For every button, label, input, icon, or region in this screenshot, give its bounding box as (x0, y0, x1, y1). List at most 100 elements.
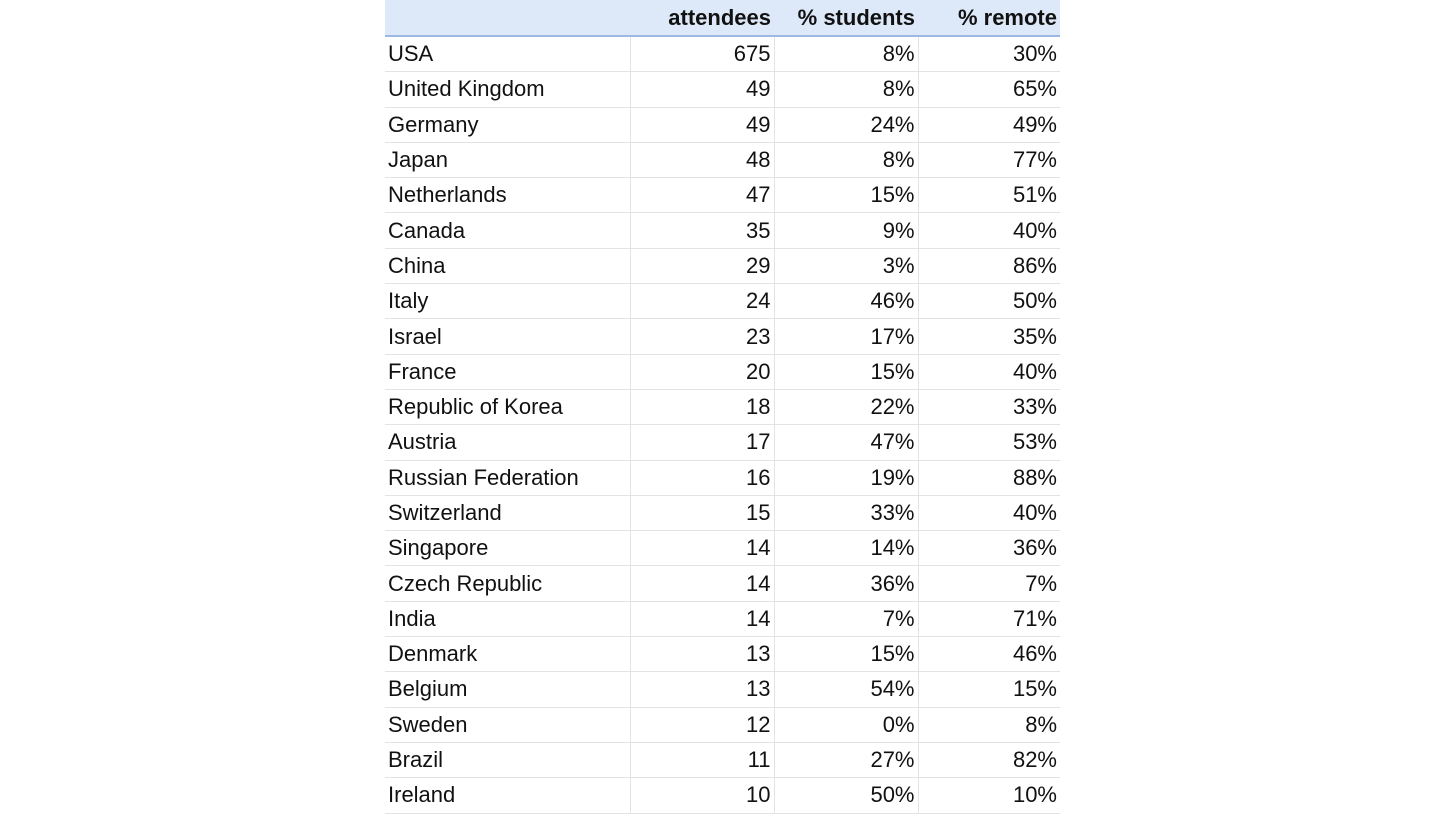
attendees-cell: 13 (630, 636, 775, 673)
remote-cell: 35% (918, 318, 1060, 355)
students-cell: 19% (774, 460, 919, 496)
attendees-cell: 49 (630, 107, 775, 143)
students-cell: 36% (774, 565, 919, 602)
students-cell: 7% (774, 601, 919, 638)
remote-cell: 53% (918, 424, 1060, 461)
remote-cell: 40% (918, 212, 1060, 249)
country-cell: Denmark (385, 636, 631, 673)
country-cell: Singapore (385, 530, 631, 567)
remote-cell: 36% (918, 530, 1060, 567)
attendees-cell: 16 (630, 460, 775, 496)
students-cell: 24% (774, 107, 919, 143)
table-row: Japan 48 8% 77% (385, 142, 1060, 179)
table-row: Republic of Korea 18 22% 33% (385, 389, 1060, 426)
remote-cell: 88% (918, 460, 1060, 496)
attendees-cell: 17 (630, 424, 775, 461)
table-row: Canada 35 9% 40% (385, 212, 1060, 249)
country-cell: India (385, 601, 631, 638)
country-cell: Israel (385, 318, 631, 355)
attendees-cell: 10 (630, 777, 775, 814)
country-cell: Brazil (385, 742, 631, 779)
header-remote: % remote (918, 0, 1060, 37)
table-row: Netherlands 47 15% 51% (385, 177, 1060, 214)
table-row: Italy 24 46% 50% (385, 283, 1060, 320)
students-cell: 3% (774, 248, 919, 285)
country-cell: Japan (385, 142, 631, 179)
table-row: Russian Federation 16 19% 88% (385, 460, 1060, 496)
students-cell: 8% (774, 36, 919, 73)
country-cell: Italy (385, 283, 631, 320)
country-cell: France (385, 354, 631, 390)
students-cell: 9% (774, 212, 919, 249)
attendees-cell: 24 (630, 283, 775, 320)
table-row: USA 675 8% 30% (385, 36, 1060, 73)
remote-cell: 40% (918, 354, 1060, 390)
remote-cell: 40% (918, 495, 1060, 532)
attendees-table: attendees % students % remote USA 675 8% 30… (385, 0, 1060, 814)
table-row: Denmark 13 15% 46% (385, 636, 1060, 673)
attendees-cell: 15 (630, 495, 775, 532)
remote-cell: 82% (918, 742, 1060, 779)
remote-cell: 65% (918, 71, 1060, 108)
remote-cell: 51% (918, 177, 1060, 214)
remote-cell: 46% (918, 636, 1060, 673)
students-cell: 54% (774, 671, 919, 708)
students-cell: 27% (774, 742, 919, 779)
table-row: Israel 23 17% 35% (385, 318, 1060, 355)
attendees-cell: 14 (630, 565, 775, 602)
table-row: Switzerland 15 33% 40% (385, 495, 1060, 532)
students-cell: 50% (774, 777, 919, 814)
table-row: Belgium 13 54% 15% (385, 671, 1060, 708)
attendees-cell: 29 (630, 248, 775, 285)
students-cell: 15% (774, 177, 919, 214)
header-row: attendees % students % remote (385, 0, 1060, 37)
students-cell: 15% (774, 636, 919, 673)
students-cell: 33% (774, 495, 919, 532)
table-row: Czech Republic 14 36% 7% (385, 565, 1060, 602)
remote-cell: 49% (918, 107, 1060, 143)
country-cell: China (385, 248, 631, 285)
table-row: Brazil 11 27% 82% (385, 742, 1060, 779)
attendees-cell: 18 (630, 389, 775, 426)
country-cell: Russian Federation (385, 460, 631, 496)
attendees-cell: 675 (630, 36, 775, 73)
table-row: Germany 49 24% 49% (385, 107, 1060, 143)
students-cell: 8% (774, 142, 919, 179)
country-cell: Czech Republic (385, 565, 631, 602)
remote-cell: 15% (918, 671, 1060, 708)
students-cell: 0% (774, 707, 919, 743)
country-cell: Switzerland (385, 495, 631, 532)
attendees-cell: 14 (630, 601, 775, 638)
attendees-cell: 35 (630, 212, 775, 249)
attendees-cell: 12 (630, 707, 775, 743)
table-row: India 14 7% 71% (385, 601, 1060, 638)
students-cell: 17% (774, 318, 919, 355)
attendees-cell: 23 (630, 318, 775, 355)
header-students: % students (774, 0, 918, 37)
remote-cell: 86% (918, 248, 1060, 285)
remote-cell: 7% (918, 565, 1060, 602)
country-cell: USA (385, 36, 631, 73)
attendees-cell: 20 (630, 354, 775, 390)
header-country (385, 0, 630, 37)
remote-cell: 50% (918, 283, 1060, 320)
remote-cell: 10% (918, 777, 1060, 814)
country-cell: Austria (385, 424, 631, 461)
remote-cell: 77% (918, 142, 1060, 179)
table-row: Austria 17 47% 53% (385, 424, 1060, 461)
table-row: Ireland 10 50% 10% (385, 777, 1060, 814)
attendees-cell: 13 (630, 671, 775, 708)
attendees-cell: 11 (630, 742, 775, 779)
country-cell: Netherlands (385, 177, 631, 214)
header-attendees: attendees (630, 0, 774, 37)
country-cell: United Kingdom (385, 71, 631, 108)
country-cell: Republic of Korea (385, 389, 631, 426)
remote-cell: 33% (918, 389, 1060, 426)
table-row: France 20 15% 40% (385, 354, 1060, 390)
students-cell: 22% (774, 389, 919, 426)
table-row: Singapore 14 14% 36% (385, 530, 1060, 567)
remote-cell: 30% (918, 36, 1060, 73)
attendees-cell: 48 (630, 142, 775, 179)
attendees-cell: 47 (630, 177, 775, 214)
table-row: United Kingdom 49 8% 65% (385, 71, 1060, 108)
